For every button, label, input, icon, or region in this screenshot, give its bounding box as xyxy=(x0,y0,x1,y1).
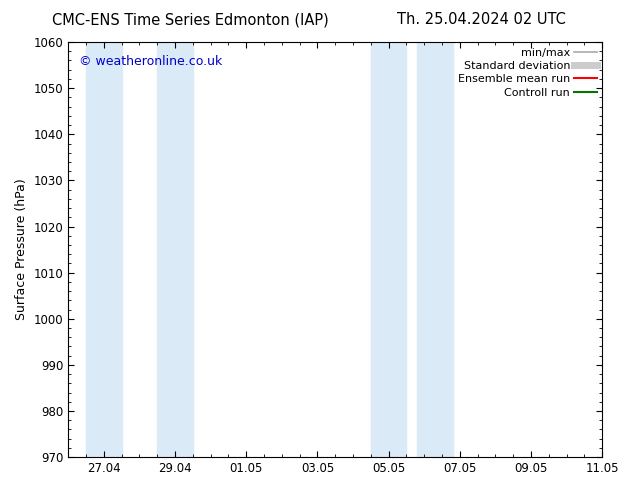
Bar xyxy=(371,42,406,457)
Text: Th. 25.04.2024 02 UTC: Th. 25.04.2024 02 UTC xyxy=(398,12,566,27)
Text: © weatheronline.co.uk: © weatheronline.co.uk xyxy=(79,54,222,68)
Legend: min/max, Standard deviation, Ensemble mean run, Controll run: min/max, Standard deviation, Ensemble me… xyxy=(458,48,597,98)
Bar xyxy=(417,42,453,457)
Bar xyxy=(157,42,193,457)
Text: CMC-ENS Time Series Edmonton (IAP): CMC-ENS Time Series Edmonton (IAP) xyxy=(52,12,328,27)
Bar xyxy=(86,42,122,457)
Y-axis label: Surface Pressure (hPa): Surface Pressure (hPa) xyxy=(15,179,28,320)
